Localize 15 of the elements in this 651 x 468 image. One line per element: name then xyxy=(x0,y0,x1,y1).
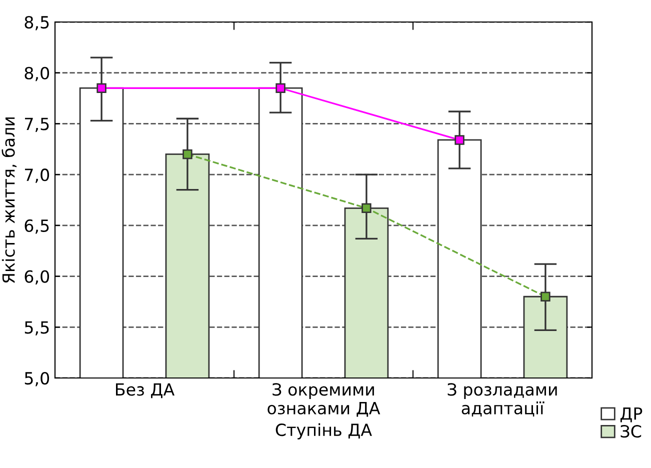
legend-label: ЗС xyxy=(620,425,642,438)
x-tick-label: Без ДА xyxy=(116,383,174,398)
y-tick-label: 5,0 xyxy=(24,372,50,386)
y-tick-label: 7,0 xyxy=(25,168,50,183)
y-tick-label: 8,0 xyxy=(24,66,50,82)
x-tick-label: З розладами адаптації xyxy=(448,383,557,416)
y-tick-label: 8,5 xyxy=(24,16,49,30)
y-tick-label: 6,5 xyxy=(24,219,49,234)
x-tick-label: З окремими ознаками ДА xyxy=(268,383,380,417)
y-tick-label: 6,0 xyxy=(24,270,50,285)
y-tick-label: 5,5 xyxy=(24,321,49,336)
y-axis-title: Якість життя, бали xyxy=(2,117,17,283)
legend-label: ДР xyxy=(620,407,642,422)
y-tick-label: 7,5 xyxy=(25,118,49,132)
x-axis-title: Ступінь ДА xyxy=(276,423,372,440)
